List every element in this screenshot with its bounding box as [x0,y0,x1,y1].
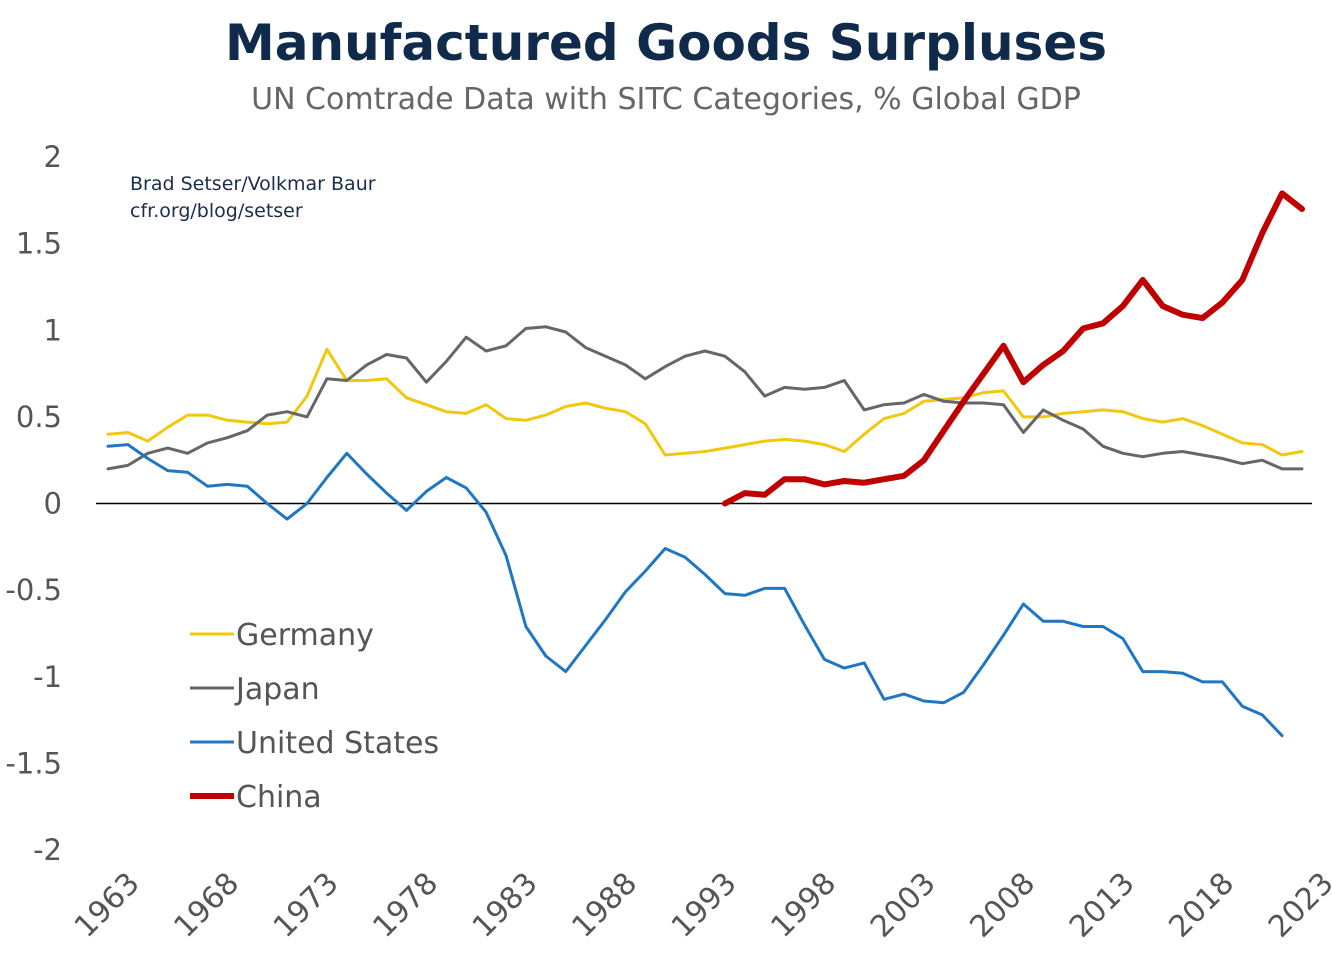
series-line-china [721,190,1305,507]
x-tick-label: 2018 [1162,866,1241,945]
x-tick-label: 1973 [267,866,346,945]
y-tick-label: -0.5 [5,573,62,607]
series-line-germany [106,347,1304,457]
legend-label: United States [236,726,439,761]
series-line-japan [106,325,1304,471]
x-tick-label: 1983 [466,866,545,945]
y-axis-ticks: 2 1.5 1 0.5 0 -0.5 -1 -1.5 -2 [5,140,62,867]
y-tick-label: 0.5 [16,400,62,434]
y-tick-label: -1 [33,660,62,694]
series-line-united-states [106,443,1284,738]
series-lines [106,190,1305,738]
chart-title: Manufactured Goods Surpluses [224,14,1107,72]
x-tick-label: 1963 [68,866,147,945]
y-tick-label: -2 [33,833,62,867]
y-tick-label: 1 [44,313,62,347]
legend: Germany Japan United States China [190,618,439,815]
y-tick-label: -1.5 [5,746,62,780]
y-tick-label: 1.5 [16,227,62,261]
credit-url: cfr.org/blog/setser [130,200,303,222]
x-tick-label: 1993 [665,866,744,945]
legend-label: China [236,780,322,815]
credit-author: Brad Setser/Volkmar Baur [130,173,376,195]
x-tick-label: 1978 [366,866,445,945]
legend-label: Germany [236,618,374,653]
x-tick-label: 1988 [565,866,644,945]
x-axis-ticks: 1963 1968 1973 1978 1983 1988 1993 1998 2003 2008… [68,866,1332,945]
legend-label: Japan [234,672,320,707]
x-tick-label: 2013 [1063,866,1142,945]
x-tick-label: 1968 [167,866,246,945]
chart-subtitle: UN Comtrade Data with SITC Categories, %… [251,82,1081,117]
y-tick-label: 0 [44,487,62,521]
x-tick-label: 2023 [1262,866,1332,945]
y-tick-label: 2 [44,140,62,174]
x-tick-label: 2008 [963,866,1042,945]
x-tick-label: 1998 [764,866,843,945]
x-tick-label: 2003 [864,866,943,945]
